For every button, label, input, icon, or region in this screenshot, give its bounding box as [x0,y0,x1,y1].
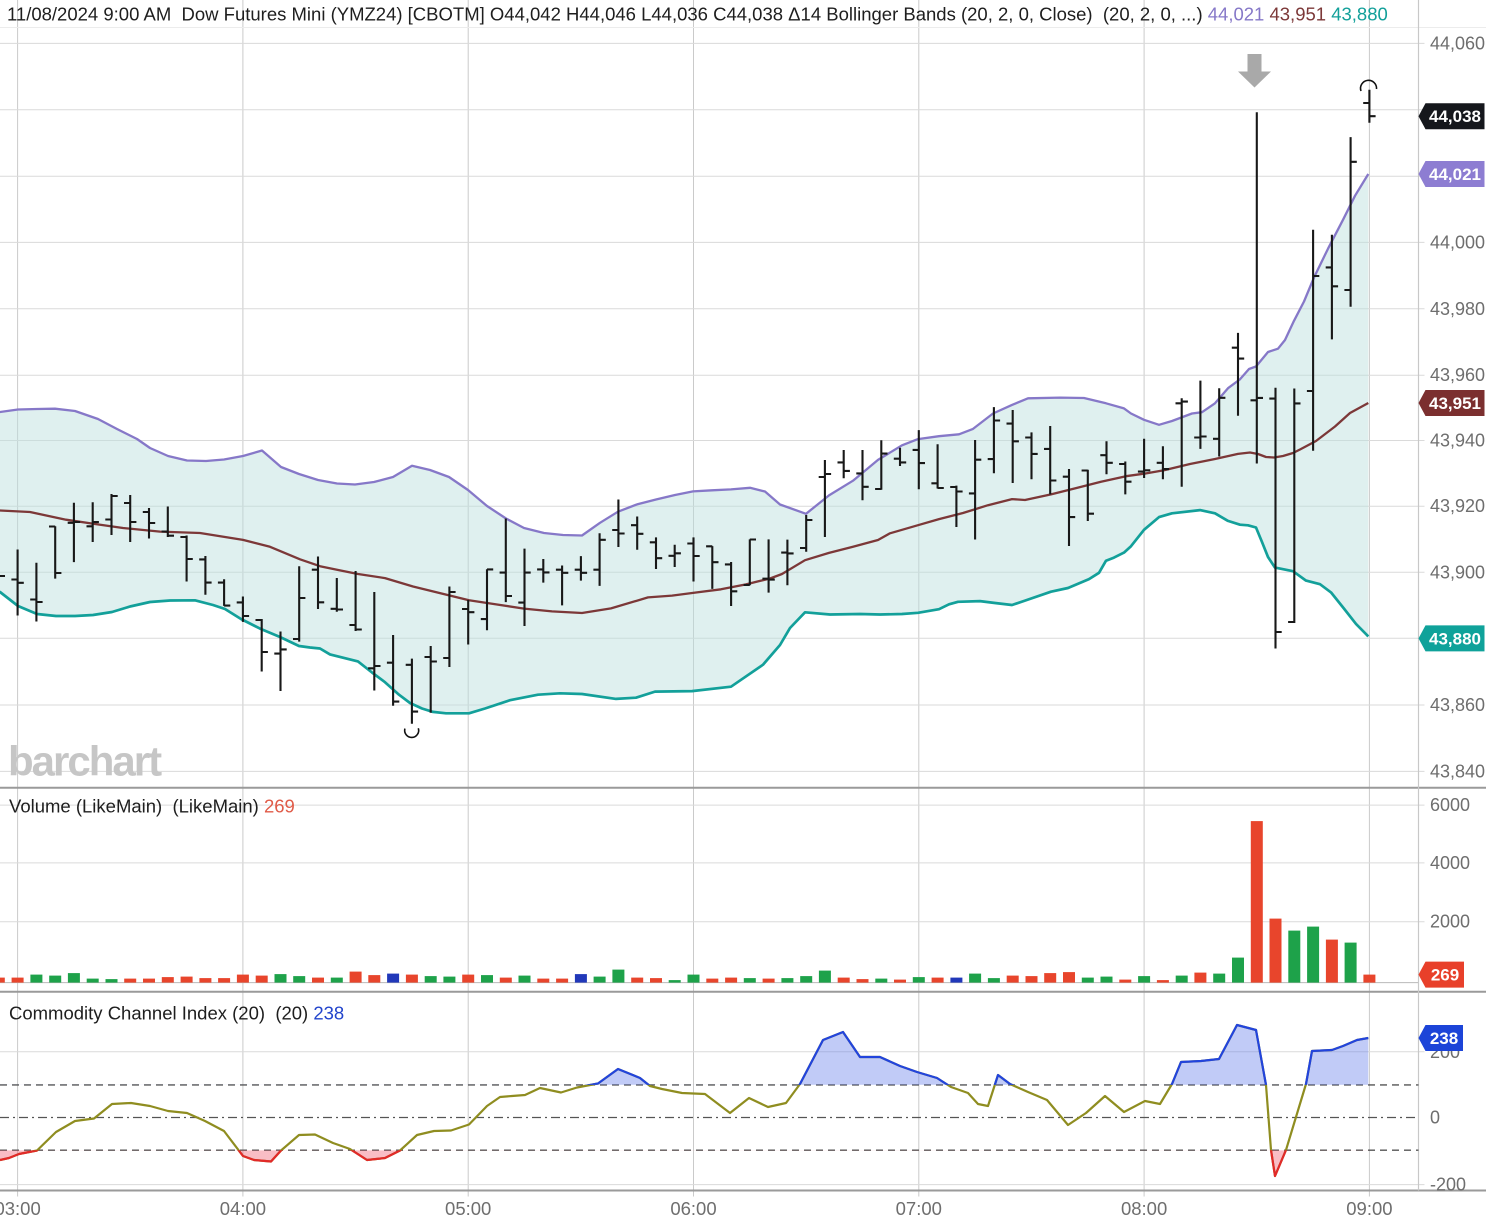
svg-text:44,000: 44,000 [1430,232,1485,252]
svg-text:43,951: 43,951 [1429,394,1481,413]
svg-text:08:00: 08:00 [1121,1198,1167,1219]
svg-text:09:00: 09:00 [1346,1198,1392,1219]
svg-text:238: 238 [1430,1029,1458,1048]
svg-text:44,060: 44,060 [1430,33,1485,53]
svg-text:2000: 2000 [1430,912,1470,932]
svg-text:05:00: 05:00 [445,1198,491,1219]
svg-text:43,860: 43,860 [1430,695,1485,715]
svg-text:6000: 6000 [1430,795,1470,815]
svg-text:44,038: 44,038 [1429,107,1481,126]
svg-text:43,940: 43,940 [1430,431,1485,451]
svg-text:Volume (LikeMain) (LikeMain): Volume (LikeMain) (LikeMain) 269 [9,796,295,817]
svg-text:0: 0 [1430,1108,1440,1128]
svg-text:barchart: barchart [8,738,162,785]
svg-text:04:00: 04:00 [220,1198,266,1219]
svg-text:06:00: 06:00 [670,1198,716,1219]
svg-text:4000: 4000 [1430,853,1470,873]
svg-text:43,880: 43,880 [1429,629,1481,648]
svg-text:03:00: 03:00 [0,1198,41,1219]
svg-text:43,980: 43,980 [1430,299,1485,319]
svg-text:269: 269 [1431,966,1459,985]
svg-text:43,960: 43,960 [1430,365,1485,385]
svg-text:-200: -200 [1430,1175,1466,1195]
svg-text:44,021: 44,021 [1429,165,1481,184]
svg-text:43,900: 43,900 [1430,562,1485,582]
svg-text:Commodity Channel Index (20): Commodity Channel Index (20) (20) 238 [9,1003,344,1024]
svg-text:43,920: 43,920 [1430,496,1485,516]
svg-text:43,840: 43,840 [1430,761,1485,781]
svg-text:11/08/2024 9:00 AM Dow Future: 11/08/2024 9:00 AM Dow Futures Mini (YMZ… [7,4,1388,25]
svg-text:07:00: 07:00 [896,1198,942,1219]
